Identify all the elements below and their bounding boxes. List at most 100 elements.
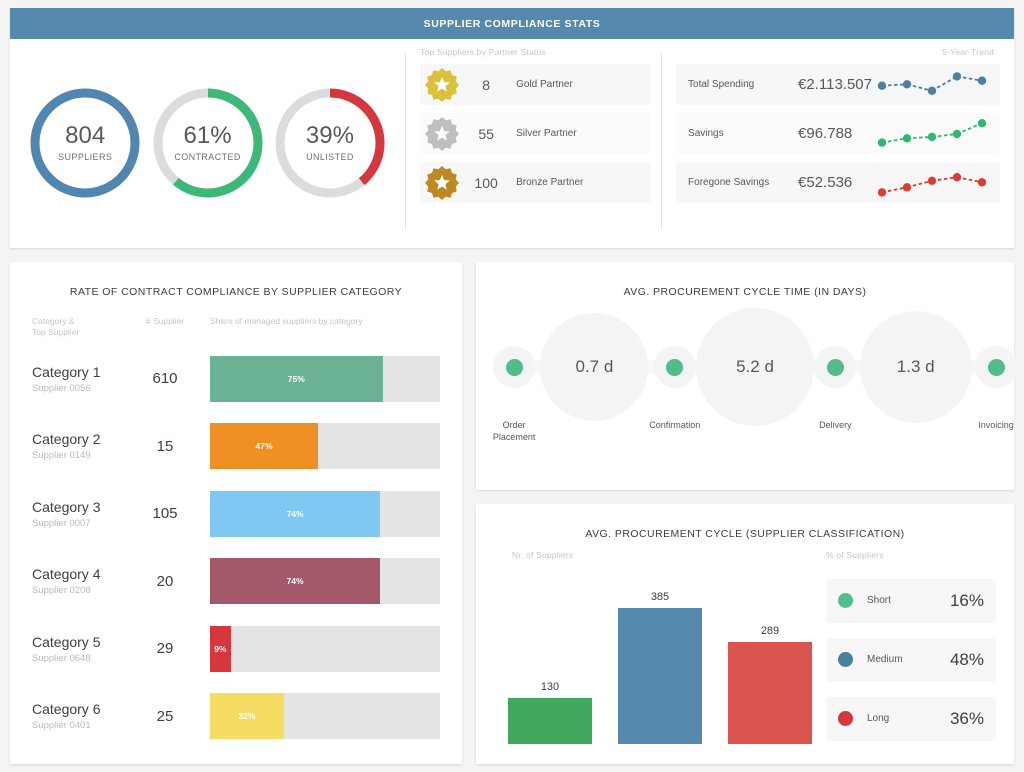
partner-row-3[interactable]: 100 Bronze Partner [420, 162, 652, 203]
category-bar-track-2: 47% [210, 423, 440, 470]
sparkline-1 [877, 71, 987, 95]
category-bar-fill-4: 74% [210, 558, 381, 605]
legend-item-3[interactable]: Long 36% [826, 696, 996, 741]
partner-label-1: Gold Partner [516, 79, 573, 90]
cycle-duration-3: 1.3 d [859, 311, 972, 423]
category-bar-fill-5: 9% [210, 625, 231, 672]
table-row[interactable]: Category 4 Supplier 0208 20 74% [32, 547, 440, 615]
classification-panel: AVG. PROCUREMENT CYCLE (SUPPLIER CLASSIF… [476, 504, 1014, 764]
donut-ring-2 [153, 88, 263, 197]
category-bar-pct-5: 9% [214, 643, 227, 654]
vbar-2[interactable] [618, 608, 702, 744]
category-bar-pct-2: 47% [255, 441, 273, 452]
category-bar-fill-3: 74% [210, 490, 381, 537]
donut-value-2: 61% [183, 122, 232, 150]
vbar-group-2: 385 [618, 567, 702, 744]
category-bar-pct-1: 75% [287, 373, 305, 384]
trend-row-3[interactable]: Foregone Savings €52.536 [676, 162, 1000, 203]
donut-label-2: CONTRACTED [174, 151, 241, 162]
col-header-category-line1: Category & [32, 316, 75, 326]
legend-name-3: Long [867, 713, 890, 724]
bronze-badge-icon [425, 165, 460, 200]
trend-row-2[interactable]: Savings €96.788 [676, 113, 1000, 154]
partner-row-2[interactable]: 55 Silver Partner [420, 113, 652, 154]
partner-count-3: 100 [474, 174, 498, 191]
five-year-trend-section: 5-Year-Trend Total Spending €2.113.507 Sav… [662, 43, 1014, 242]
cycle-node-halo-4 [975, 346, 1017, 388]
legend-item-1[interactable]: Short 16% [826, 578, 996, 623]
trend-row-1[interactable]: Total Spending €2.113.507 [676, 64, 1000, 105]
cycle-node-label-1: Order Placement [492, 420, 536, 442]
category-supplier-count-4: 20 [156, 572, 174, 590]
table-row[interactable]: Category 2 Supplier 0149 15 47% [32, 412, 440, 480]
table-row[interactable]: Category 1 Supplier 0056 610 75% [32, 345, 440, 413]
table-row[interactable]: Category 6 Supplier 0401 25 32% [32, 683, 440, 751]
category-supplier-count-6: 25 [156, 707, 174, 725]
top-card-body: 804 SUPPLIERS 61% CONTRACTED 39% UNLISTED Top… [10, 39, 1014, 248]
kpi-donut-group: 804 SUPPLIERS 61% CONTRACTED 39% UNLISTED [10, 43, 405, 242]
vbar-3[interactable] [728, 642, 812, 744]
category-name-cell-1: Category 1 Supplier 0056 [32, 364, 132, 394]
divider-2 [661, 53, 663, 230]
category-bar-pct-4: 74% [286, 576, 304, 587]
cycle-time-title: AVG. PROCUREMENT CYCLE TIME (IN DAYS) [623, 286, 867, 298]
category-table-header: Category & Top Supplier # Supplier Share… [10, 302, 462, 341]
cycle-node-2[interactable]: Confirmation [649, 346, 700, 430]
trend-label-1: Total Spending [688, 79, 755, 90]
page-title: SUPPLIER COMPLIANCE STATS [423, 17, 601, 30]
category-top-supplier-5: Supplier 0648 [32, 652, 91, 664]
table-row[interactable]: Category 3 Supplier 0007 105 74% [32, 480, 440, 548]
category-title-6: Category 6 [32, 701, 101, 718]
category-row-list: Category 1 Supplier 0056 610 75% Category 2 S… [10, 341, 462, 764]
trend-value-2: €96.788 [798, 125, 853, 142]
cycle-node-3[interactable]: Delivery [814, 346, 857, 430]
category-top-supplier-1: Supplier 0056 [32, 382, 91, 394]
sparkline-2 [877, 118, 987, 147]
category-top-supplier-6: Supplier 0401 [32, 720, 91, 732]
category-title-1: Category 1 [32, 363, 101, 380]
trend-heading: 5-Year-Trend [942, 47, 994, 57]
category-name-cell-2: Category 2 Supplier 0149 [32, 431, 132, 461]
legend-dot-icon-1 [838, 593, 853, 608]
nr-of-suppliers-heading: Nr. of Suppliers [512, 550, 574, 560]
trend-value-1: €2.113.507 [798, 76, 872, 93]
vbar-1[interactable] [508, 698, 592, 744]
cycle-node-halo-3 [814, 346, 857, 388]
vbar-group-3: 289 [728, 567, 812, 744]
cycle-duration-1: 0.7 d [540, 313, 649, 421]
divider-1 [405, 53, 407, 230]
classification-legend: Short 16% Medium 48% Long 36% [826, 567, 996, 748]
legend-pct-1: 16% [949, 590, 984, 610]
cycle-node-label-2: Confirmation [649, 420, 701, 430]
contract-compliance-title: RATE OF CONTRACT COMPLIANCE BY SUPPLIER … [69, 286, 403, 298]
classification-legend-area: % of Suppliers Short 16% Medium 48% Long 36% [826, 544, 996, 748]
partner-row-1[interactable]: 8 Gold Partner [420, 64, 652, 105]
cycle-node-dot-1 [505, 358, 523, 376]
col-header-category-line2: Top Supplier [32, 327, 80, 338]
donut-label-1: SUPPLIERS [58, 151, 113, 162]
classification-body: Nr. of Suppliers 130 385 289 % of Supplier… [476, 544, 1014, 764]
table-row[interactable]: Category 5 Supplier 0648 29 9% [32, 615, 440, 683]
legend-item-2[interactable]: Medium 48% [826, 637, 996, 682]
category-bar-track-6: 32% [210, 693, 440, 740]
category-name-cell-4: Category 4 Supplier 0208 [32, 566, 132, 596]
cycle-node-dot-2 [666, 358, 684, 376]
cycle-node-1[interactable]: Order Placement [493, 346, 536, 442]
category-bar-track-1: 75% [210, 355, 440, 402]
col-header-category: Category & Top Supplier [32, 316, 132, 339]
category-title-3: Category 3 [32, 498, 101, 515]
trend-label-2: Savings [688, 128, 724, 139]
legend-dot-icon-2 [838, 652, 853, 667]
category-title-5: Category 5 [32, 633, 101, 650]
cycle-node-halo-1 [493, 346, 536, 388]
cycle-diagram: 0.7 d 5.2 d 1.3 d Order Placement Confirmatio… [476, 302, 1017, 490]
cycle-node-label-3: Delivery [819, 420, 852, 430]
category-title-4: Category 4 [32, 566, 101, 583]
cycle-node-halo-2 [653, 346, 696, 388]
legend-name-1: Short [867, 595, 891, 606]
cycle-node-4[interactable]: Invoicing [975, 346, 1017, 430]
donut-center-1: 804 SUPPLIERS [27, 85, 143, 201]
donut-center-2: 61% CONTRACTED [150, 85, 266, 201]
partner-count-2: 55 [478, 125, 494, 142]
col-header-share: Share of managed suppliers by category [210, 316, 363, 326]
